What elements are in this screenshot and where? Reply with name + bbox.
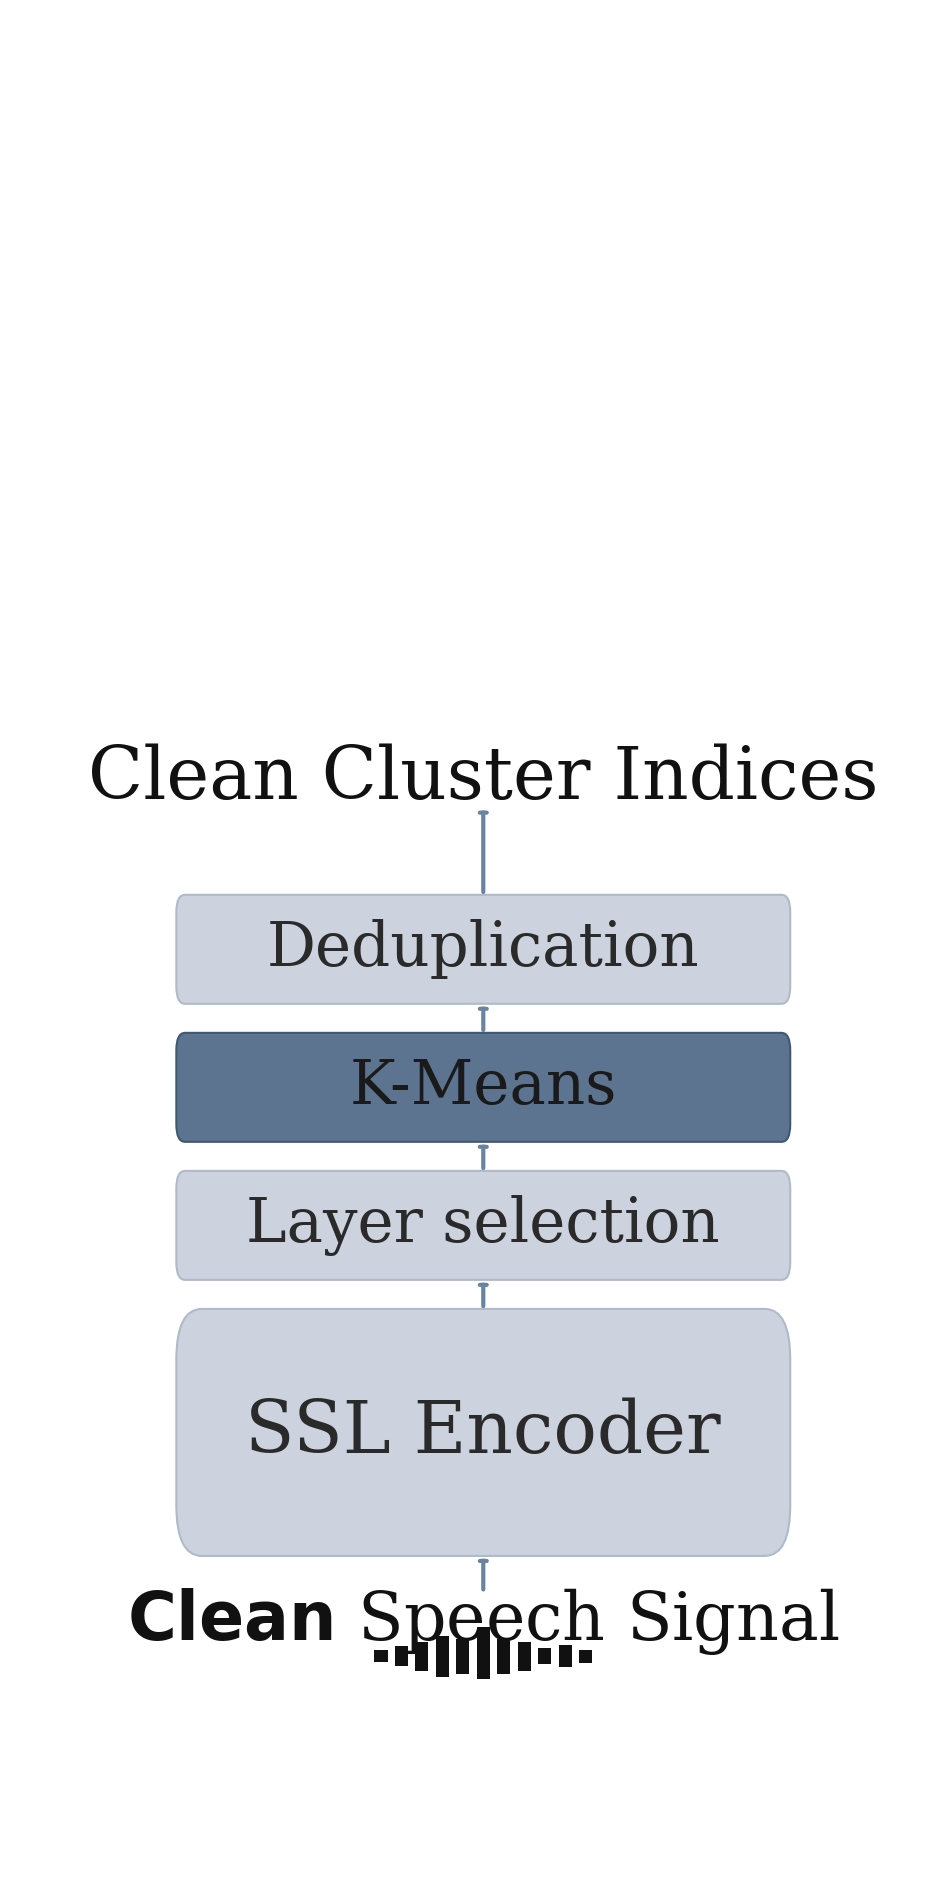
Bar [456,1638,470,1674]
Bar [497,1638,510,1674]
FancyBboxPatch shape [176,1170,790,1279]
Bar [518,1642,531,1670]
Bar [415,1642,428,1670]
Bar [558,1645,571,1666]
FancyBboxPatch shape [176,1032,790,1142]
Bar [395,1645,408,1666]
Bar [579,1649,592,1662]
Bar [538,1647,552,1664]
Text: Deduplication: Deduplication [267,919,700,979]
FancyBboxPatch shape [176,1310,790,1557]
Bar [436,1636,449,1676]
Bar [374,1651,388,1662]
FancyBboxPatch shape [176,894,790,1004]
Text: SSL Encoder: SSL Encoder [245,1396,721,1468]
Text: Layer selection: Layer selection [246,1194,720,1257]
Text: $\bf{Clean}$ Speech Signal: $\bf{Clean}$ Speech Signal [127,1585,839,1657]
Text: K-Means: K-Means [350,1057,617,1117]
Bar [477,1627,489,1685]
Text: Clean Cluster Indices: Clean Cluster Indices [88,743,879,813]
